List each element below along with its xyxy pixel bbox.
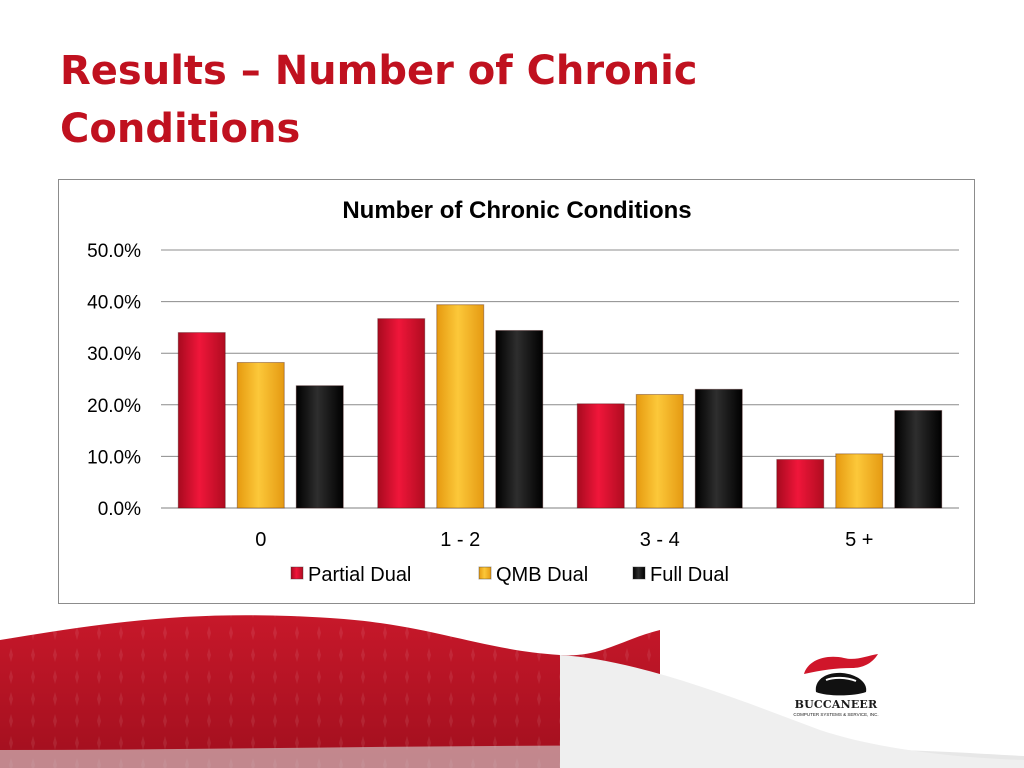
- y-tick-label: 30.0%: [87, 344, 141, 365]
- x-axis-ticks: 0 1 - 2 3 - 4 5 +: [255, 529, 873, 551]
- y-tick-label: 40.0%: [87, 293, 141, 314]
- y-tick-label: 20.0%: [87, 396, 141, 417]
- legend-label: QMB Dual: [496, 564, 588, 586]
- slide-title-line-1: Results – Number of Chronic: [60, 48, 698, 94]
- logo-name: BUCCANEER: [794, 698, 878, 711]
- buccaneer-logo: BUCCANEER COMPUTER SYSTEMS & SERVICE, IN…: [786, 652, 886, 732]
- bar-full-dual-0: [295, 385, 344, 509]
- y-tick-label: 10.0%: [87, 447, 141, 468]
- y-tick-label: 50.0%: [87, 241, 141, 262]
- y-axis-ticks: 0.0% 10.0% 20.0% 30.0% 40.0% 50.0%: [87, 241, 141, 520]
- legend: Partial Dual QMB Dual Full Dual: [290, 564, 729, 586]
- legend-label: Partial Dual: [308, 564, 411, 586]
- bar-partial-dual-3: [776, 458, 825, 509]
- chart-title: Number of Chronic Conditions: [342, 197, 691, 224]
- gridlines: [161, 249, 959, 509]
- bar-full-dual-2: [694, 388, 743, 509]
- bars: [177, 304, 943, 509]
- bar-full-dual-3: [894, 409, 943, 509]
- bar-full-dual-1: [495, 329, 544, 509]
- bar-chart: Number of Chronic Conditions 0.0% 10.0% 20…: [87, 197, 959, 586]
- legend-label: Full Dual: [650, 564, 729, 586]
- chart-area: Number of Chronic Conditions 0.0% 10.0% 20…: [58, 179, 975, 604]
- slide-title-line-2: Conditions: [60, 106, 301, 152]
- x-tick-label: 3 - 4: [640, 529, 680, 551]
- logo-subtitle: COMPUTER SYSTEMS & SERVICE, INC.: [793, 712, 879, 717]
- pirate-hat-icon: [804, 654, 878, 696]
- y-tick-label: 0.0%: [98, 499, 141, 520]
- bar-partial-dual-1: [377, 318, 426, 509]
- bar-qmb-dual-0: [236, 361, 285, 509]
- footer-wave-decoration: [0, 615, 1024, 768]
- bar-partial-dual-0: [177, 332, 226, 509]
- legend-swatch-partial-dual: [290, 566, 304, 580]
- legend-swatch-full-dual: [632, 566, 646, 580]
- x-tick-label: 1 - 2: [440, 529, 480, 551]
- x-tick-label: 0: [255, 529, 266, 551]
- legend-swatch-qmb-dual: [478, 566, 492, 580]
- bar-partial-dual-2: [576, 403, 625, 509]
- bar-qmb-dual-2: [635, 393, 684, 509]
- x-tick-label: 5 +: [845, 529, 873, 551]
- slide-title: Results – Number of Chronic Conditions: [60, 42, 780, 158]
- bar-qmb-dual-3: [835, 453, 884, 509]
- bar-qmb-dual-1: [436, 304, 485, 509]
